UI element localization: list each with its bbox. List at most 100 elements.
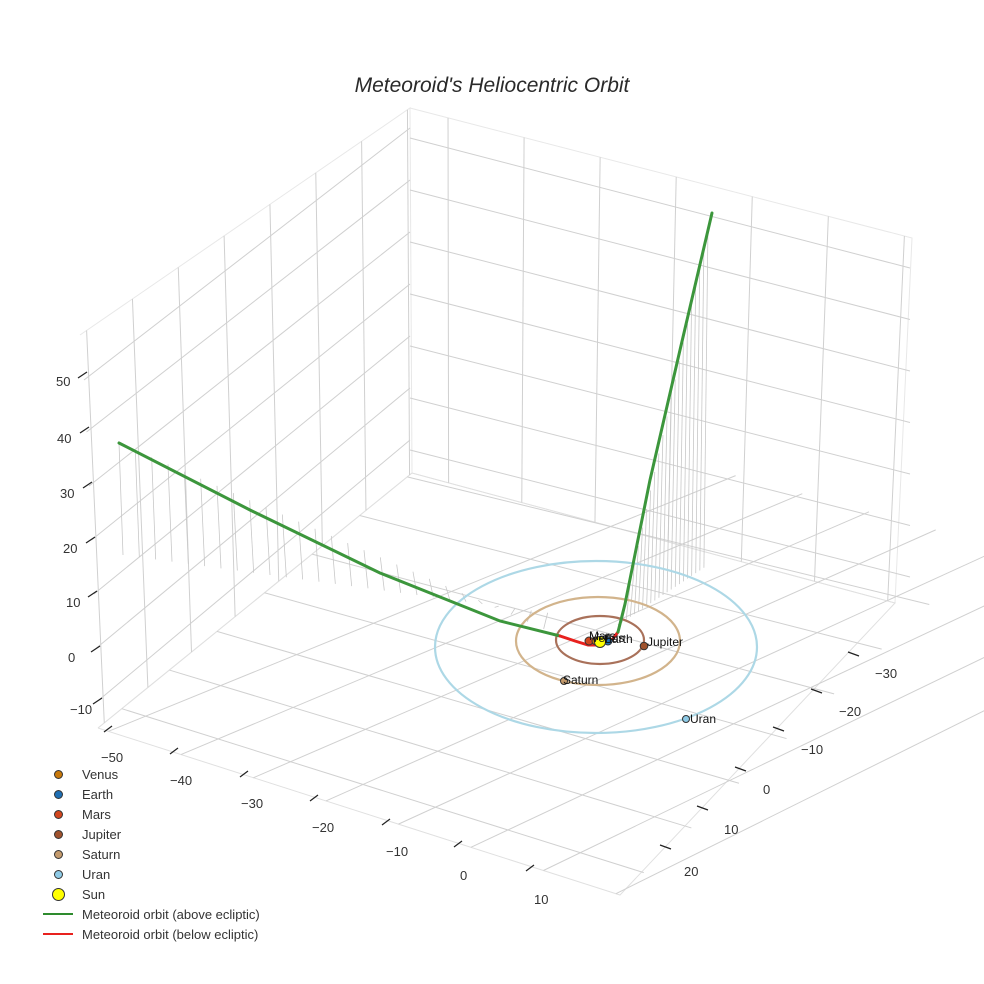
x-tick-mark: [453, 840, 463, 848]
legend-label: Mars: [82, 806, 111, 822]
drop-line: [330, 535, 336, 584]
legend-label: Earth: [82, 786, 114, 802]
legend-item-saturn[interactable]: Saturn: [38, 844, 260, 864]
x-tick-label: −40: [170, 773, 192, 788]
drop-line: [412, 571, 418, 596]
drop-line: [134, 450, 140, 558]
legend-label: Uran: [82, 866, 111, 882]
drop-line: [683, 323, 688, 582]
legend-item-meteoroid-below[interactable]: Meteoroid orbit (below ecliptic): [38, 924, 260, 944]
legend-item-uran[interactable]: Uran: [38, 864, 260, 884]
planet-label-jupiter: Jupiter: [647, 635, 683, 649]
drop-line: [494, 605, 499, 608]
meteoroid-orbit: [117, 211, 714, 647]
legend-item-meteoroid-above[interactable]: Meteoroid orbit (above ecliptic): [38, 904, 260, 924]
y-tick-mark: [696, 805, 709, 811]
drop-line: [478, 599, 483, 605]
grid-line: [98, 439, 411, 701]
tick-labels: 50 40 30 20 10 0 −10 −50 −40 −30 −20 −10 0 10 −30 −20 −1…: [56, 374, 897, 907]
planet-label-uran: Uran: [690, 712, 716, 726]
grid-line: [447, 117, 450, 483]
x-tick-label: −20: [312, 820, 334, 835]
legend-item-jupiter[interactable]: Jupiter: [38, 824, 260, 844]
grid-line: [88, 231, 411, 487]
drop-line: [678, 342, 684, 585]
z-tick-mark: [85, 536, 96, 544]
drop-line: [699, 249, 705, 571]
grid-line: [131, 298, 149, 688]
planet-orbits: [433, 559, 759, 735]
legend-item-sun[interactable]: Sun: [38, 884, 260, 904]
drop-line: [151, 457, 157, 560]
meteoroid-above-left: [117, 441, 562, 638]
uran-dot-icon: [53, 869, 63, 879]
y-tick-mark: [659, 844, 672, 850]
grid-line: [253, 511, 870, 779]
sun-marker: [594, 636, 606, 648]
drop-line: [445, 585, 451, 600]
jupiter-marker: [639, 641, 649, 651]
drop-line: [691, 286, 697, 576]
earth-dot-icon: [53, 789, 63, 799]
green-line-icon: [43, 913, 73, 915]
z-tick-mark: [77, 371, 88, 379]
legend-label: Meteoroid orbit (below ecliptic): [82, 926, 259, 942]
grid-line: [108, 475, 736, 732]
y-tick-label: −10: [801, 742, 823, 757]
drop-line: [232, 493, 238, 571]
drop-line: [642, 508, 647, 609]
legend-item-venus[interactable]: Venus: [38, 764, 260, 784]
planet-label-earth: Earth: [604, 632, 633, 646]
grid-line: [169, 669, 692, 829]
drop-line: [298, 521, 304, 580]
y-tick-mark: [847, 651, 860, 657]
drop-line: [633, 545, 639, 615]
grid-line: [398, 555, 984, 825]
planet-label-saturn: Saturn: [563, 673, 598, 687]
z-tick-label: 0: [68, 650, 75, 665]
legend-item-mars[interactable]: Mars: [38, 804, 260, 824]
jupiter-orbit: [554, 614, 646, 666]
grid-line: [359, 515, 882, 650]
grid-line: [409, 345, 911, 475]
grid-line: [521, 137, 525, 503]
x-tick-label: 10: [534, 892, 548, 907]
planet-label-mars: Mars: [589, 629, 616, 643]
z-tick-label: 20: [63, 541, 77, 556]
grid-lines: [83, 109, 984, 895]
drop-line: [510, 608, 516, 615]
grid-line: [409, 449, 911, 578]
legend-label: Saturn: [82, 846, 121, 862]
mars-dot-icon: [53, 809, 63, 819]
planet-label-venus: Venus: [591, 631, 624, 645]
drop-line: [650, 471, 656, 604]
drop-lines: [118, 231, 709, 629]
legend-item-earth[interactable]: Earth: [38, 784, 260, 804]
grid-line: [409, 293, 911, 423]
z-tick-mark: [79, 426, 90, 434]
drop-line: [396, 564, 402, 593]
x-tick-mark: [103, 725, 113, 733]
y-tick-label: 10: [724, 822, 738, 837]
grid-line: [315, 172, 323, 546]
grid-line: [543, 656, 984, 871]
uran-marker: [682, 715, 690, 723]
x-tick-label: 0: [460, 868, 467, 883]
grid-line: [325, 529, 936, 802]
saturn-orbit: [514, 595, 682, 687]
z-tick-mark: [92, 697, 103, 705]
grid-line: [83, 127, 411, 381]
y-tick-label: 0: [763, 782, 770, 797]
grid-line: [177, 267, 193, 653]
y-tick-label: −20: [839, 704, 861, 719]
drop-line: [687, 305, 692, 579]
drop-line: [183, 471, 189, 564]
legend-label: Jupiter: [82, 826, 122, 842]
legend: Venus Earth Mars Jupiter Saturn Uran Sun…: [38, 764, 260, 944]
drop-line: [167, 464, 173, 562]
drop-line: [695, 268, 701, 574]
grid-line: [93, 335, 411, 595]
drop-line: [674, 360, 680, 587]
drop-line: [249, 500, 255, 573]
